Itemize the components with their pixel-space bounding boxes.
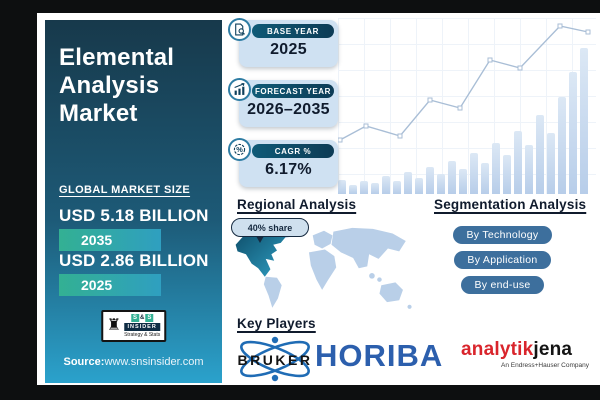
decorative-bar [558,97,566,194]
decorative-bar [492,143,500,194]
source-url: www.snsinsider.com [104,356,204,368]
stat-chip-label: CAGR % [274,146,312,156]
trend-marker [585,29,591,35]
stat-chip-value: 2026–2035 [247,101,330,118]
decorative-bar [481,163,489,194]
map-region-island [369,273,375,279]
trend-marker [363,123,369,129]
decorative-bars [338,18,596,194]
sns-logo-letter: & [139,315,145,321]
segmentation-analysis-heading: Segmentation Analysis [434,197,587,212]
analytik-jena-logo: analytikjena An Endress+Hauser Company [461,339,589,370]
global-market-size-label: GLOBAL MARKET SIZE [59,184,191,196]
map-region-north-america [235,231,286,277]
stat-chip-header: CAGR % [252,144,334,158]
frame-top-bar [0,0,600,13]
report-title: Elemental Analysis Market [59,44,175,127]
stat-chip-value: 2025 [270,41,307,58]
bruker-wordmark: BRUKER [237,352,313,368]
stat-chip-header: FORECAST YEAR [252,84,334,98]
map-region-australia [379,282,403,303]
sns-logo-letter: S [130,314,139,322]
decorative-bar [569,72,577,194]
atom-orbits-icon [240,336,310,382]
decorative-bar [459,169,467,194]
decorative-bar [580,48,588,194]
decorative-bar [448,161,456,194]
decorative-bar [437,174,445,194]
share-callout: 40% share [231,218,309,243]
source-line: Source:www.snsinsider.com [45,356,222,368]
decorative-bar [525,145,533,194]
map-region-south-america [263,276,282,308]
stat-chip-label: FORECAST YEAR [254,86,332,96]
horiba-logo: HORIBA [315,338,444,373]
map-region-island [377,277,382,282]
map-region-africa [308,249,337,290]
stat-chip-cagr: CAGR % 6.17%% [228,138,338,187]
decorative-bar [426,167,434,194]
jena-wordmark: jena [533,339,573,360]
trend-marker [557,23,563,29]
bruker-logo: BRUKER [233,336,317,382]
endress-hauser-subtitle: An Endress+Hauser Company [501,362,589,369]
segment-button-by-end-use[interactable]: By end-use [461,276,544,294]
map-region-asia [331,227,406,269]
decorative-bar [404,172,412,194]
sns-logo-letters: S & S [130,314,154,322]
document-search-icon [228,18,251,41]
market-value-2035: USD 5.18 BILLION [59,206,209,225]
decorative-bar [349,185,357,194]
frame-bottom-bar [0,385,600,400]
trend-marker [517,65,523,71]
decorative-bar [382,176,390,194]
decorative-bar [547,133,555,194]
decorative-bar [514,131,522,194]
trend-marker [487,57,493,63]
analytik-wordmark: analytik [461,339,534,360]
segment-button-by-application[interactable]: By Application [454,251,551,269]
decorative-bar [338,180,346,194]
trend-marker [338,137,343,143]
frame-left-band [0,0,37,400]
map-region-europe [312,230,333,249]
market-value-2025: USD 2.86 BILLION [59,251,209,270]
segmentation-buttons: By Technology By Application By end-use [430,226,575,294]
stat-chip-base-year: BASE YEAR 2025 [228,18,338,67]
stat-chip-header: BASE YEAR [252,24,334,38]
stat-chip-label: BASE YEAR [267,26,319,36]
trend-marker [397,133,403,139]
sns-logo-letter: S [145,314,154,322]
key-players-heading: Key Players [237,316,316,331]
trend-marker [457,105,463,111]
trend-marker [427,97,433,103]
decorative-bar [536,115,544,194]
decorative-growth-chart [338,18,596,194]
svg-text:%: % [236,145,243,154]
source-label: Source: [63,356,105,368]
segment-button-by-technology[interactable]: By Technology [453,226,552,244]
title-panel: Elemental Analysis Market GLOBAL MARKET … [45,20,222,383]
regional-analysis-heading: Regional Analysis [237,197,357,212]
sns-insider-logo: ♜ S & S INSIDER Strategy & Stats [100,310,167,342]
sns-logo-name: INSIDER [124,323,160,331]
year-badge-2035: 2035 [59,229,161,251]
map-region-new-zealand [407,304,412,309]
decorative-bar [393,181,401,194]
decorative-bar [503,155,511,194]
decorative-bar [360,181,368,194]
percentage-badge-icon: % [228,138,251,161]
decorative-bar [470,153,478,194]
tower-icon: ♜ [106,317,122,334]
stat-chip-forecast-year: FORECAST YEAR 2026–2035 [228,78,338,127]
growth-chart-icon [228,78,251,101]
year-badge-2025: 2025 [59,274,161,296]
trend-line [338,23,591,143]
sns-logo-tagline: Strategy & Stats [124,332,161,338]
stat-chip-value: 6.17% [265,161,312,178]
decorative-bar [371,183,379,194]
decorative-bar [415,178,423,194]
